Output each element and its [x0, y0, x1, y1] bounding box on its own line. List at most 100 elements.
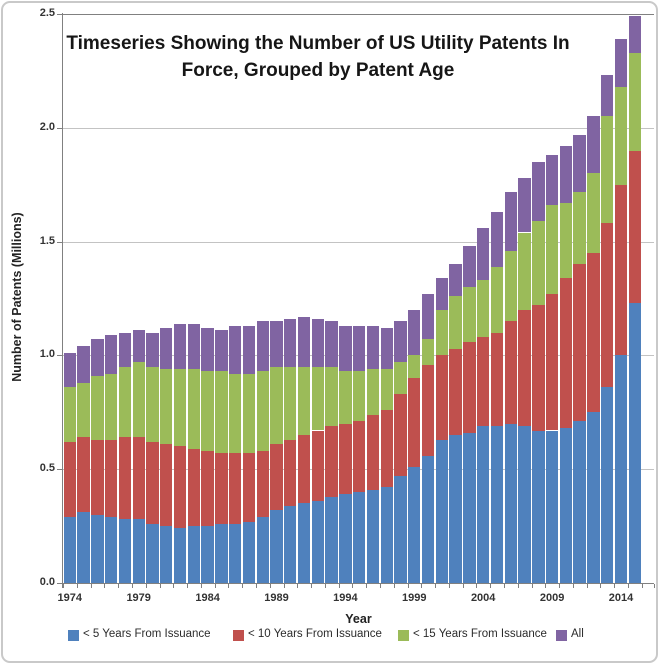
bar-1983-segment — [187, 448, 200, 527]
legend-label: < 5 Years From Issuance — [83, 628, 211, 640]
bar-1992-segment — [311, 318, 325, 367]
bar-1979-segment — [132, 330, 145, 363]
bar-1991-segment — [297, 435, 311, 504]
x-tick — [324, 584, 326, 588]
bar-1990-segment — [284, 318, 297, 367]
bar-1981-segment — [160, 369, 173, 445]
bar-1975-segment — [77, 437, 90, 513]
bar-1995-segment — [352, 421, 366, 492]
bar-2006-segment — [504, 191, 517, 251]
y-tick — [57, 241, 62, 243]
bar-1988-segment — [256, 517, 269, 583]
x-tick — [269, 584, 271, 588]
bar-1982-segment — [173, 446, 187, 529]
bar-1980-segment — [146, 332, 159, 367]
bar-2002-segment — [449, 296, 462, 349]
bar-1997-segment — [380, 487, 393, 583]
x-tick — [200, 584, 202, 588]
x-tick — [393, 584, 395, 588]
x-tick — [476, 584, 478, 588]
bar-1977-segment — [104, 439, 118, 517]
x-tick — [628, 584, 629, 588]
bar-2009-segment — [545, 205, 559, 294]
x-tick — [421, 584, 423, 588]
bar-1991-segment — [297, 503, 311, 583]
bar-1989-segment — [270, 510, 283, 583]
chart-title: Timeseries Showing the Number of US Util… — [66, 33, 570, 81]
x-tick-label: 2004 — [470, 592, 496, 604]
bar-2007-segment — [518, 309, 531, 426]
bar-2010-segment — [559, 146, 573, 203]
x-tick — [504, 584, 505, 588]
legend-swatch-icon — [556, 630, 567, 641]
bar-1999-segment — [408, 466, 421, 583]
bar-1993-segment — [325, 425, 338, 497]
bar-1986-segment — [228, 523, 242, 583]
y-tick — [57, 355, 62, 357]
x-tick — [228, 584, 230, 588]
bar-1977-segment — [104, 373, 118, 440]
bar-1983-segment — [187, 369, 200, 449]
x-tick — [131, 584, 133, 588]
bar-2012-segment — [587, 412, 600, 583]
bar-1987-segment — [242, 453, 256, 522]
x-tick — [366, 584, 368, 588]
bar-1990-segment — [284, 366, 297, 440]
bar-1976-segment — [91, 514, 104, 583]
bar-1974-segment — [63, 387, 76, 442]
x-tick — [173, 584, 175, 588]
x-tick — [214, 584, 216, 588]
y-tick-label: 2.0 — [39, 120, 55, 133]
x-tick — [63, 584, 64, 588]
bar-2008-segment — [532, 221, 545, 306]
x-tick — [118, 584, 120, 588]
bar-1993-segment — [325, 496, 338, 583]
bar-1975-segment — [77, 382, 90, 438]
bar-1999-segment — [408, 378, 421, 467]
x-tick — [90, 584, 92, 588]
legend-swatch-icon — [398, 630, 409, 641]
bar-1993-segment — [325, 321, 338, 367]
bar-1994-segment — [339, 494, 352, 583]
bar-2003-segment — [463, 432, 476, 583]
bar-1982-segment — [173, 369, 187, 447]
bar-1997-segment — [380, 369, 393, 411]
bar-2005-segment — [490, 425, 504, 583]
bar-2010-segment — [559, 278, 573, 429]
bar-1988-segment — [256, 321, 269, 372]
bar-1994-segment — [339, 423, 352, 495]
x-tick — [586, 584, 588, 588]
bar-2000-segment — [421, 364, 435, 456]
y-tick-label: 2.5 — [39, 7, 55, 19]
bar-1989-segment — [270, 321, 283, 367]
bar-1985-segment — [215, 523, 228, 583]
bar-1979-segment — [132, 437, 145, 520]
bar-2001-segment — [435, 355, 449, 440]
bar-1999-segment — [408, 309, 421, 356]
x-tick — [311, 584, 312, 588]
bar-1987-segment — [242, 325, 256, 374]
bar-1980-segment — [146, 366, 159, 442]
x-tick-label: 1994 — [333, 592, 358, 604]
x-tick — [559, 584, 561, 588]
x-tick — [338, 584, 340, 588]
bar-1992-segment — [311, 430, 325, 502]
bar-1988-segment — [256, 371, 269, 451]
bar-2009-segment — [545, 293, 559, 431]
bar-1989-segment — [270, 444, 283, 511]
bar-2014-segment — [614, 86, 628, 185]
bar-1997-segment — [380, 328, 393, 370]
y-tick — [57, 469, 62, 471]
x-tick — [352, 584, 354, 588]
bar-1992-segment — [311, 501, 325, 583]
y-tick — [57, 127, 62, 129]
x-tick — [435, 584, 437, 588]
legend-swatch-icon — [233, 630, 244, 641]
bar-1986-segment — [228, 325, 242, 374]
bar-1977-segment — [104, 334, 118, 374]
x-tick — [104, 584, 106, 588]
legend-label: All — [571, 628, 584, 640]
bar-1975-segment — [77, 512, 90, 583]
